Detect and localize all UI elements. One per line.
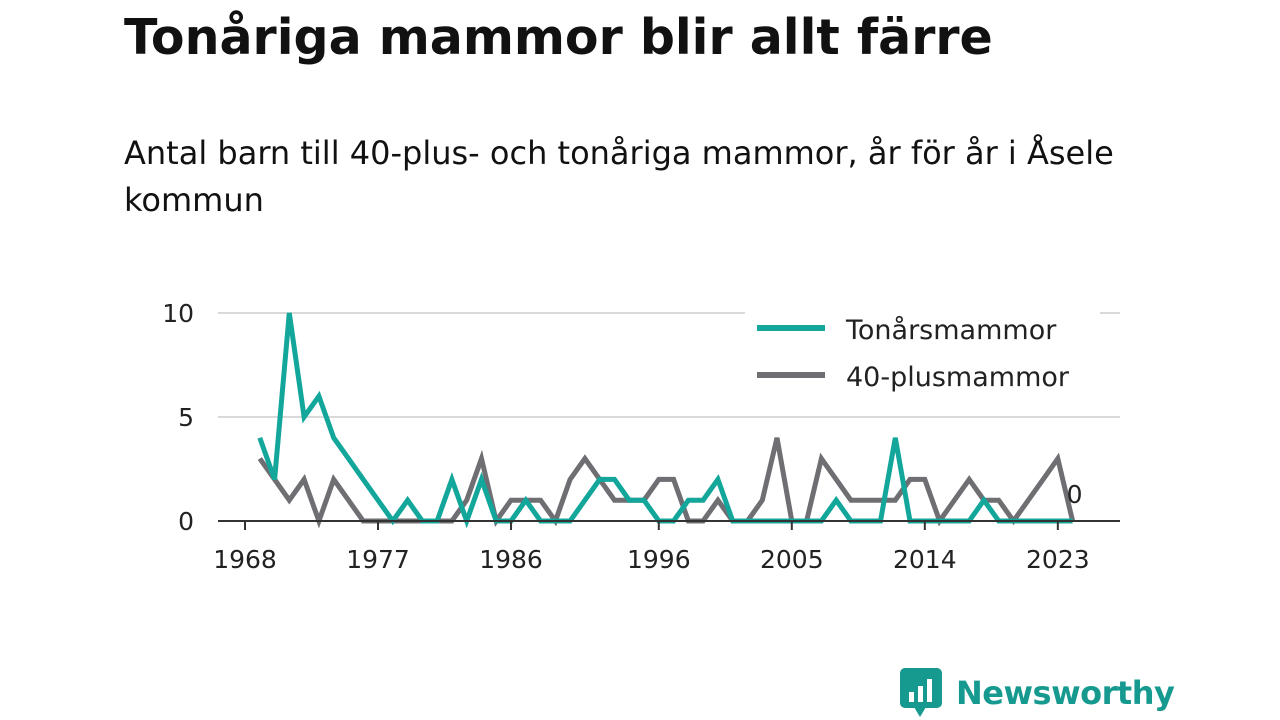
brand-name: Newsworthy <box>956 674 1175 712</box>
legend-label-40-plusmammor: 40-plusmammor <box>846 362 1070 393</box>
newsworthy-logo: Newsworthy <box>900 668 1175 718</box>
chart-title: Tonåriga mammor blir allt färre <box>124 9 993 66</box>
legend-label-tonarsmammor: Tonårsmammor <box>845 315 1057 346</box>
y-axis-labels: 0 5 10 <box>162 299 194 536</box>
end-value-label: 0 <box>1067 480 1083 509</box>
x-tick-label: 2023 <box>1026 545 1090 574</box>
x-tick-label: 1977 <box>346 545 410 574</box>
x-tick-label: 1968 <box>213 545 277 574</box>
x-axis <box>218 520 1120 530</box>
x-axis-labels: 1968 1977 1986 1996 2005 2014 2023 <box>213 545 1089 574</box>
line-chart: 0 5 10 1968 1977 1986 1996 2005 2014 2023 0 Tonå… <box>162 299 1120 574</box>
chart-bubble-icon <box>900 668 942 717</box>
legend: Tonårsmammor 40-plusmammor <box>745 306 1100 402</box>
y-tick-label: 10 <box>162 299 194 328</box>
annotations: 0 <box>1067 480 1083 509</box>
y-tick-label: 5 <box>178 403 194 432</box>
chart-subtitle: Antal barn till 40-plus- och tonåriga ma… <box>124 134 1114 219</box>
x-tick-label: 1986 <box>479 545 543 574</box>
y-tick-label: 0 <box>178 507 194 536</box>
x-tick-label: 1996 <box>627 545 691 574</box>
x-tick-label: 2014 <box>893 545 957 574</box>
x-tick-label: 2005 <box>760 545 824 574</box>
